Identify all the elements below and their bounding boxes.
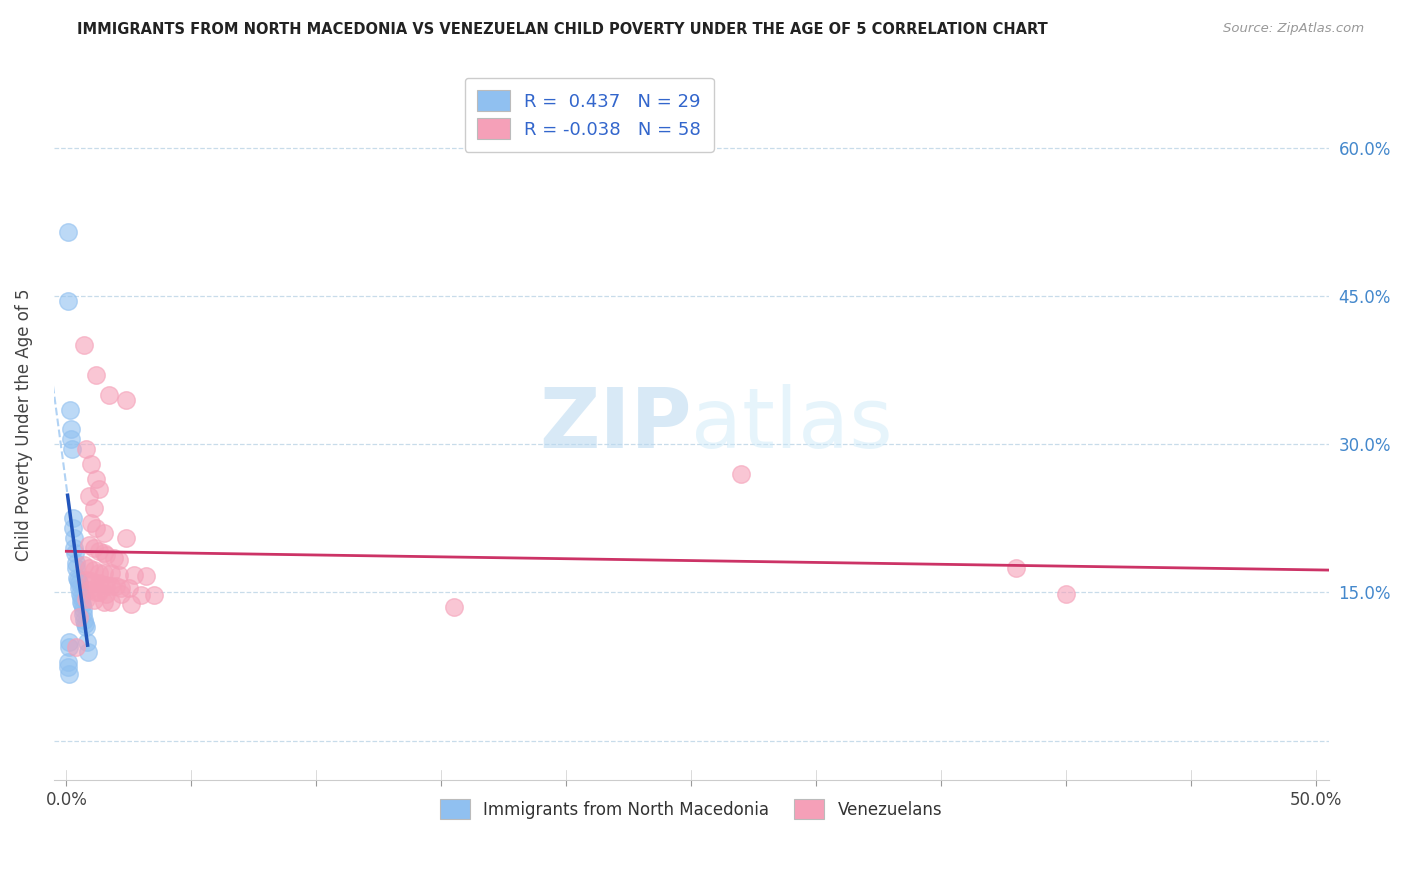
Point (83, 563, 105, 577)
Point (110, 581, 132, 595)
Point (66, 571, 89, 585)
Point (100, 566, 122, 580)
Point (70, 595, 93, 609)
Point (75, 617, 97, 632)
Point (67, 610, 90, 624)
Point (93, 526, 115, 541)
Point (56, 225, 79, 239)
Point (77, 560, 100, 574)
Point (63, 541, 86, 555)
Point (131, 589, 153, 603)
Point (65, 640, 87, 654)
Point (86, 368, 108, 382)
Point (83, 541, 105, 555)
Point (69, 587, 91, 601)
Y-axis label: Child Poverty Under the Age of 5: Child Poverty Under the Age of 5 (15, 288, 32, 561)
Point (80, 516, 103, 531)
Point (443, 600, 465, 615)
Point (65, 560, 87, 574)
Point (73, 613, 96, 627)
Point (75, 592, 97, 607)
Point (72, 607, 94, 622)
Point (83, 501, 105, 516)
Point (110, 587, 132, 601)
Point (72, 602, 94, 616)
Point (60, 442, 83, 457)
Point (77, 489, 100, 503)
Text: atlas: atlas (692, 384, 893, 465)
Point (87, 544, 110, 558)
Point (96, 587, 118, 601)
Point (100, 578, 122, 592)
Point (67, 575, 90, 590)
Point (75, 573, 97, 587)
Point (105, 578, 128, 592)
Point (122, 567, 145, 582)
Point (63, 546, 86, 560)
Point (80, 457, 103, 471)
Point (77, 538, 100, 552)
Point (58, 666, 80, 681)
Point (118, 581, 141, 595)
Point (86, 521, 108, 535)
Point (142, 589, 165, 603)
Text: IMMIGRANTS FROM NORTH MACEDONIA VS VENEZUELAN CHILD POVERTY UNDER THE AGE OF 5 C: IMMIGRANTS FROM NORTH MACEDONIA VS VENEZ… (77, 22, 1047, 37)
Point (58, 640, 80, 654)
Point (70, 598, 93, 612)
Point (87, 482, 110, 496)
Point (56, 655, 79, 669)
Point (67, 581, 90, 595)
Text: Source: ZipAtlas.com: Source: ZipAtlas.com (1223, 22, 1364, 36)
Point (76, 645, 98, 659)
Point (100, 595, 122, 609)
Point (66, 573, 89, 587)
Point (59, 402, 82, 417)
Point (115, 531, 138, 545)
Point (96, 548, 118, 562)
Point (83, 575, 105, 590)
Point (96, 577, 118, 591)
Point (1005, 560, 1028, 574)
Point (60, 432, 83, 446)
Point (93, 577, 115, 591)
Point (65, 556, 87, 570)
Text: ZIP: ZIP (538, 384, 692, 465)
Point (135, 568, 157, 582)
Point (80, 574, 103, 588)
Point (75, 442, 97, 457)
Point (59, 422, 82, 436)
Point (62, 521, 84, 535)
Point (83, 593, 105, 607)
Point (58, 635, 80, 649)
Point (108, 553, 131, 567)
Point (75, 620, 97, 634)
Point (115, 392, 138, 407)
Point (93, 566, 115, 580)
Point (87, 566, 110, 580)
Point (62, 511, 84, 525)
Point (73, 558, 96, 572)
Point (120, 598, 142, 612)
Point (86, 585, 108, 599)
Point (73, 338, 96, 352)
Point (93, 595, 115, 609)
Point (76, 635, 98, 649)
Point (56, 659, 79, 673)
Point (58, 293, 80, 308)
Point (93, 546, 115, 560)
Point (1054, 587, 1077, 601)
Point (97, 388, 120, 402)
Point (69, 591, 91, 605)
Point (87, 585, 110, 599)
Point (86, 472, 108, 486)
Point (87, 575, 110, 590)
Legend: Immigrants from North Macedonia, Venezuelans: Immigrants from North Macedonia, Venezue… (433, 793, 949, 825)
Point (77, 583, 100, 598)
Point (108, 567, 131, 582)
Point (730, 467, 752, 481)
Point (103, 550, 125, 565)
Point (63, 531, 86, 545)
